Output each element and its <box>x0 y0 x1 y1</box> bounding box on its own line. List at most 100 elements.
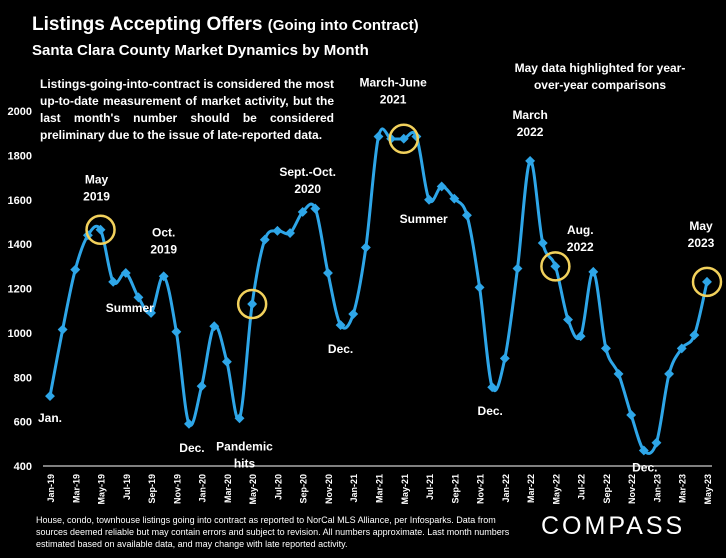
highlight-note: May data highlighted for year-over-year … <box>514 61 686 92</box>
y-tick-label: 1400 <box>8 239 32 251</box>
highlight-circle <box>236 288 268 320</box>
x-tick-label: Sep-22 <box>602 474 612 504</box>
source-footnote: House, condo, townhouse listings going i… <box>36 515 510 549</box>
data-point <box>348 309 359 319</box>
data-point <box>676 343 687 354</box>
data-point <box>360 242 371 253</box>
annotation-label: Dec. <box>632 460 657 474</box>
data-point <box>626 410 637 420</box>
annotation-label: 2019 <box>150 242 177 256</box>
data-point <box>550 261 561 272</box>
data-point <box>474 282 485 293</box>
annotation-label: Summer <box>400 212 448 226</box>
x-tick-label: Jan-23 <box>652 474 662 503</box>
data-point <box>537 238 548 248</box>
data-point <box>310 203 321 214</box>
y-tick-label: 1000 <box>8 328 32 340</box>
data-point <box>133 292 144 303</box>
data-point <box>285 228 296 238</box>
x-tick-label: Sep-20 <box>299 474 309 504</box>
x-tick-label: May-20 <box>248 474 258 505</box>
methodology-note: Listings-going-into-contract is consider… <box>40 77 335 142</box>
x-tick-label: Jul-19 <box>122 474 132 500</box>
data-point <box>386 133 397 144</box>
data-point <box>461 210 472 221</box>
data-point <box>45 391 55 402</box>
data-point <box>689 330 700 341</box>
annotation-label: Jan. <box>38 411 62 425</box>
data-point <box>70 264 81 275</box>
data-point <box>57 324 68 335</box>
x-tick-label: Jul-20 <box>273 474 283 500</box>
x-tick-label: Mar-21 <box>375 474 385 503</box>
data-point <box>398 133 409 144</box>
data-point <box>424 194 434 205</box>
data-point <box>209 321 220 332</box>
data-point <box>512 263 523 274</box>
data-point <box>171 326 182 337</box>
x-tick-label: Nov-21 <box>476 474 486 504</box>
data-point <box>95 224 106 235</box>
data-point <box>221 356 232 367</box>
y-tick-label: 1800 <box>8 150 32 162</box>
data-point <box>563 314 573 325</box>
annotation-label: Dec. <box>478 404 503 418</box>
data-point <box>449 193 460 204</box>
annotation-label: May <box>85 173 109 187</box>
x-tick-label: Jul-21 <box>425 474 435 500</box>
y-tick-label: 1200 <box>8 284 32 296</box>
data-point <box>234 413 245 424</box>
y-tick-label: 2000 <box>8 106 32 118</box>
x-tick-label: Mar-22 <box>526 474 536 503</box>
x-tick-label: Nov-22 <box>627 474 637 504</box>
y-tick-label: 400 <box>14 461 32 473</box>
annotation-label: 2019 <box>83 190 110 204</box>
data-point <box>487 382 498 393</box>
data-point <box>664 368 675 379</box>
highlight-circle <box>540 251 571 282</box>
y-tick-label: 800 <box>14 372 32 384</box>
data-point <box>108 276 119 287</box>
annotation-label: Summer <box>106 301 154 315</box>
y-tick-label: 600 <box>14 417 32 429</box>
annotation-label: March-June <box>359 76 427 90</box>
x-tick-label: May-19 <box>97 474 107 505</box>
y-tick-label: 1600 <box>8 195 32 207</box>
annotation-label: 2021 <box>380 93 407 107</box>
x-tick-label: May-21 <box>400 474 410 505</box>
data-point <box>651 437 662 448</box>
x-tick-label: Nov-20 <box>324 474 334 504</box>
data-point <box>588 266 599 277</box>
chart-subtitle: Santa Clara County Market Dynamics by Mo… <box>32 42 369 59</box>
data-point <box>499 353 510 364</box>
data-point <box>247 299 258 309</box>
x-tick-label: Mar-23 <box>678 474 688 503</box>
data-point <box>259 234 270 245</box>
annotation-label: Dec. <box>179 441 204 455</box>
highlight-circle <box>388 123 420 154</box>
data-point <box>297 207 308 217</box>
data-point <box>373 131 384 142</box>
x-tick-label: Mar-19 <box>71 474 81 503</box>
annotation-label: 2023 <box>688 236 715 250</box>
highlight-circle <box>85 214 116 245</box>
highlight-circle <box>691 266 723 298</box>
chart-title: Listings Accepting Offers (Going into Co… <box>32 14 419 36</box>
chart-title-main: Listings Accepting Offers <box>32 14 263 35</box>
x-tick-label: Sep-19 <box>147 474 157 504</box>
annotation-label: Sept.-Oct. <box>279 165 336 179</box>
annotation-label: March <box>512 108 547 122</box>
x-tick-label: Nov-19 <box>172 474 182 504</box>
annotation-label: hits <box>234 456 256 470</box>
x-tick-label: Mar-20 <box>223 474 233 503</box>
x-tick-label: Jan-21 <box>349 474 359 503</box>
x-tick-label: May-23 <box>703 474 713 505</box>
data-point <box>638 445 649 456</box>
data-point <box>525 155 536 166</box>
data-point <box>613 368 624 379</box>
data-point <box>323 268 333 278</box>
annotation-label: 2022 <box>517 125 544 139</box>
annotation-label: Pandemic <box>216 439 273 453</box>
x-tick-label: Jan-20 <box>198 474 208 503</box>
